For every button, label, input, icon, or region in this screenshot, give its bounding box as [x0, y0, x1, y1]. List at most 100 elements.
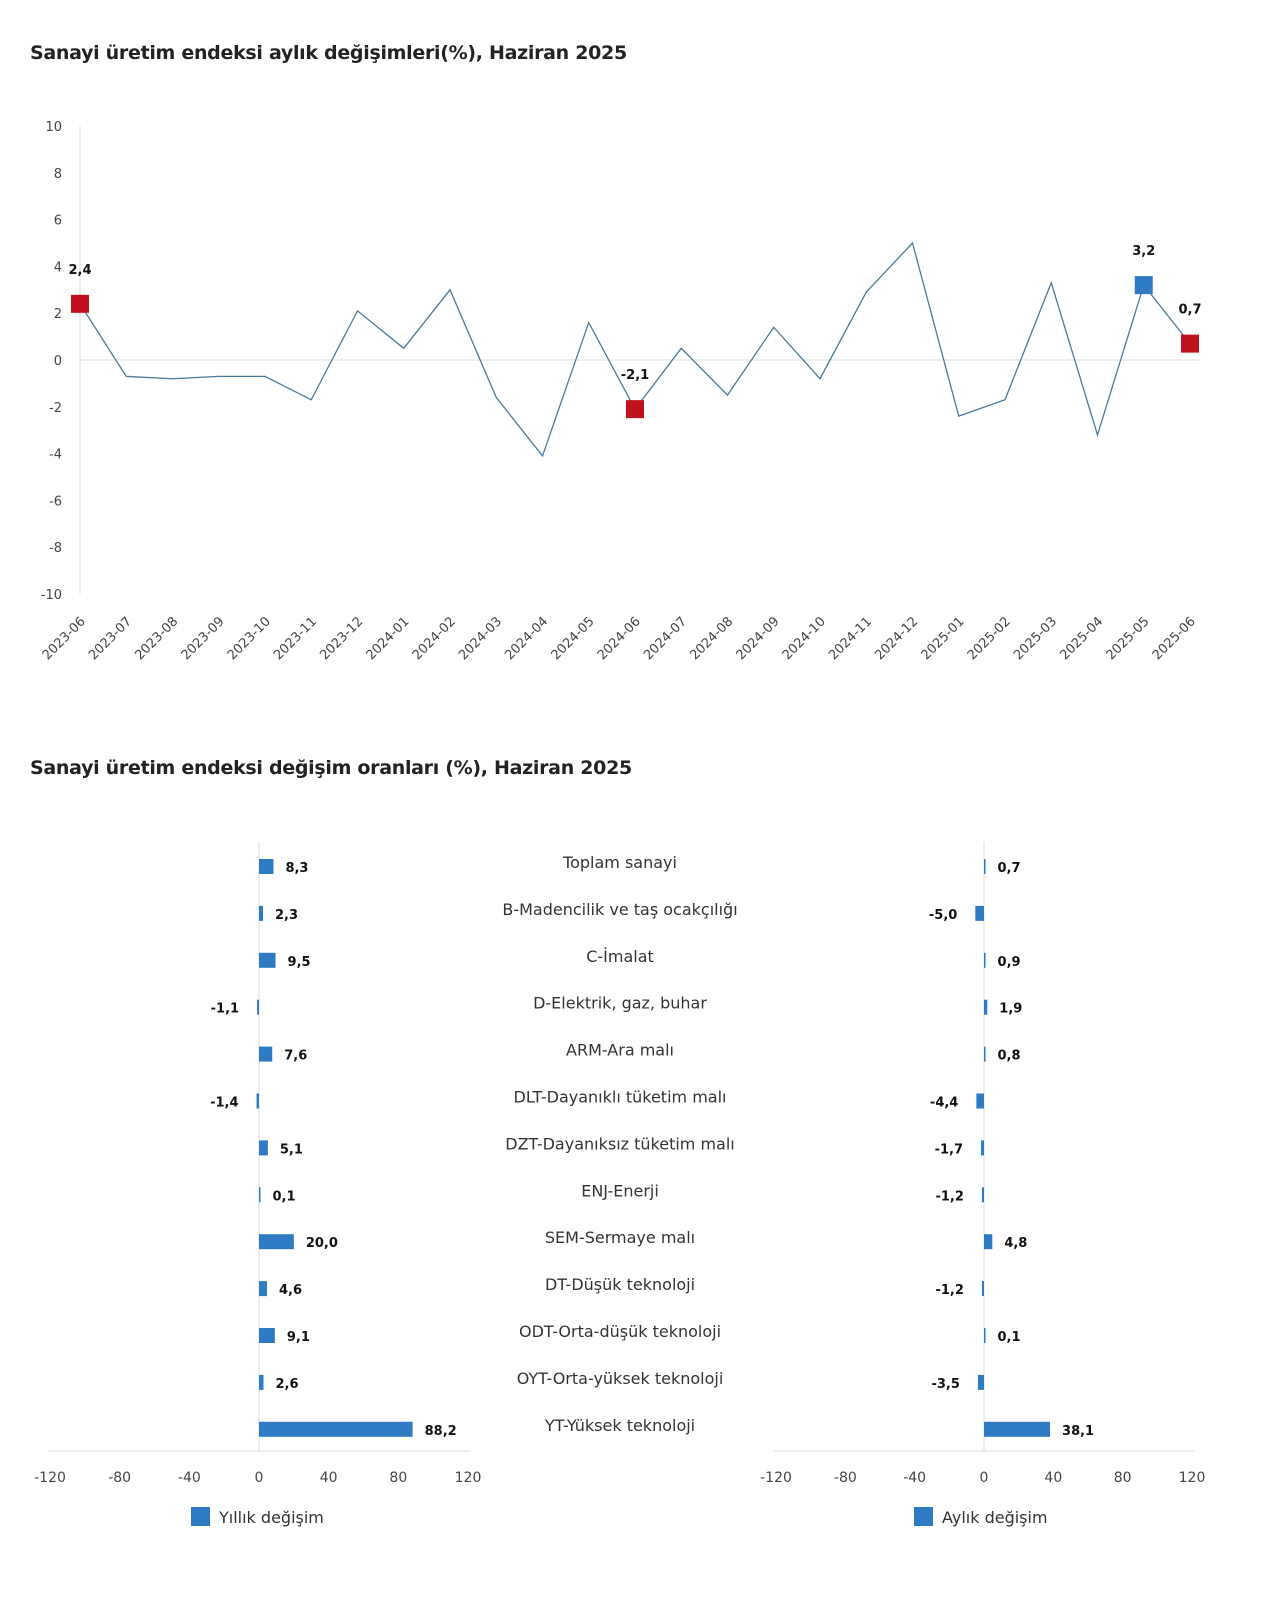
- bar-value-label: 0,7: [998, 861, 1021, 876]
- bar: [256, 1093, 259, 1109]
- category-label: YT-Yüksek teknoloji: [544, 1416, 695, 1435]
- bar-value-label: -1,2: [935, 1189, 963, 1204]
- x-tick-label: 2025-01: [919, 614, 968, 663]
- line-chart-title: Sanayi üretim endeksi aylık değişimleri(…: [30, 42, 627, 64]
- category-label: DZT-Dayanıksız tüketim malı: [505, 1134, 735, 1153]
- x-tick-label: 2023-11: [271, 614, 320, 663]
- bar: [259, 1234, 294, 1250]
- bar: [259, 1328, 275, 1343]
- x-tick-label: 2023-08: [132, 614, 181, 663]
- legend-swatch: [191, 1507, 210, 1526]
- category-label: ARM-Ara malı: [566, 1041, 674, 1060]
- x-tick-label: -120: [34, 1470, 66, 1486]
- x-tick-label: 2024-09: [734, 614, 783, 663]
- category-label: Toplam sanayi: [562, 853, 677, 872]
- bar: [984, 1234, 993, 1250]
- category-label: OYT-Orta-yüksek teknoloji: [517, 1369, 724, 1388]
- highlight-marker: [1181, 334, 1199, 353]
- x-tick-label: 2025-02: [965, 614, 1014, 663]
- bar: [981, 1187, 984, 1203]
- data-label: -2,1: [621, 368, 649, 383]
- bar-value-label: 0,8: [998, 1049, 1021, 1064]
- y-tick-label: 10: [45, 120, 62, 135]
- highlight-marker: [71, 294, 89, 313]
- bar: [259, 1046, 273, 1062]
- bar-value-label: 0,1: [998, 1330, 1021, 1345]
- x-tick-label: 2023-10: [225, 614, 274, 663]
- bar-value-label: 9,5: [288, 955, 311, 970]
- category-label: C-İmalat: [586, 947, 654, 966]
- bar-value-label: 9,1: [287, 1330, 310, 1345]
- x-tick-label: 2024-02: [410, 614, 459, 663]
- y-tick-label: -10: [41, 588, 62, 603]
- bar: [984, 1328, 986, 1343]
- bar-value-label: -1,1: [211, 1002, 239, 1017]
- x-tick-label: -120: [760, 1470, 792, 1486]
- x-tick-label: 2023-06: [40, 614, 89, 663]
- bar: [984, 1421, 1051, 1437]
- x-tick-label: 0: [980, 1470, 989, 1486]
- bar: [984, 952, 986, 968]
- x-tick-label: 2024-11: [826, 614, 875, 663]
- bar-value-label: 2,6: [276, 1377, 299, 1392]
- x-tick-label: 2023-07: [86, 614, 135, 663]
- x-tick-label: 80: [1114, 1470, 1132, 1486]
- x-tick-label: 2024-12: [872, 614, 921, 663]
- bar: [976, 1093, 984, 1109]
- x-tick-label: -80: [834, 1470, 857, 1486]
- bar-value-label: 4,6: [279, 1283, 302, 1298]
- bar: [259, 1421, 413, 1437]
- highlight-marker: [1134, 276, 1153, 295]
- category-label: DLT-Dayanıklı tüketim malı: [514, 1088, 727, 1107]
- y-tick-label: 4: [54, 260, 62, 275]
- x-tick-label: 2025-05: [1104, 614, 1153, 663]
- y-tick-label: 2: [54, 307, 62, 322]
- bar-value-label: -3,5: [931, 1377, 959, 1392]
- bar: [977, 1374, 984, 1390]
- bar-value-label: 2,3: [275, 908, 298, 923]
- data-label: 0,7: [1178, 303, 1201, 318]
- bar: [259, 905, 264, 921]
- data-label: 3,2: [1132, 244, 1155, 259]
- category-label: SEM-Sermaye malı: [545, 1228, 695, 1247]
- bar: [259, 1374, 264, 1390]
- bar-chart-title: Sanayi üretim endeksi değişim oranları (…: [30, 757, 632, 779]
- bar-value-label: 4,8: [1004, 1236, 1027, 1251]
- bar-value-label: 88,2: [425, 1424, 457, 1439]
- x-tick-label: -80: [108, 1470, 131, 1486]
- bar: [257, 999, 259, 1015]
- bar: [259, 952, 276, 968]
- y-tick-label: 8: [54, 167, 62, 182]
- bar: [984, 1046, 986, 1062]
- bar: [259, 1187, 261, 1203]
- data-label: 2,4: [68, 263, 91, 278]
- bar-value-label: -5,0: [929, 908, 957, 923]
- x-tick-label: 2024-01: [364, 614, 413, 663]
- bar-value-label: 0,1: [273, 1189, 296, 1204]
- bar-value-label: 38,1: [1062, 1424, 1094, 1439]
- y-tick-label: -8: [49, 541, 62, 556]
- y-tick-label: -4: [49, 448, 62, 463]
- bar-value-label: 5,1: [280, 1142, 303, 1157]
- x-tick-label: 120: [1179, 1470, 1206, 1486]
- category-label: B-Madencilik ve taş ocakçılığı: [502, 900, 737, 919]
- highlight-marker: [626, 400, 644, 419]
- x-tick-label: 2024-06: [595, 614, 644, 663]
- bar: [984, 999, 988, 1015]
- bar: [975, 905, 984, 921]
- x-tick-label: 2025-03: [1011, 614, 1060, 663]
- x-tick-label: 40: [1044, 1470, 1062, 1486]
- bar-value-label: -1,7: [935, 1142, 963, 1157]
- y-tick-label: 6: [54, 214, 62, 229]
- bar: [984, 859, 986, 874]
- bar-value-label: 8,3: [285, 861, 308, 876]
- bar-value-label: 7,6: [284, 1049, 307, 1064]
- x-tick-label: -40: [903, 1470, 926, 1486]
- bar-value-label: 0,9: [998, 955, 1021, 970]
- x-tick-label: 2024-07: [641, 614, 690, 663]
- bar-value-label: 1,9: [999, 1002, 1022, 1017]
- bar: [981, 1281, 984, 1297]
- x-tick-label: 2024-10: [780, 614, 829, 663]
- bar-value-label: -1,4: [210, 1096, 238, 1111]
